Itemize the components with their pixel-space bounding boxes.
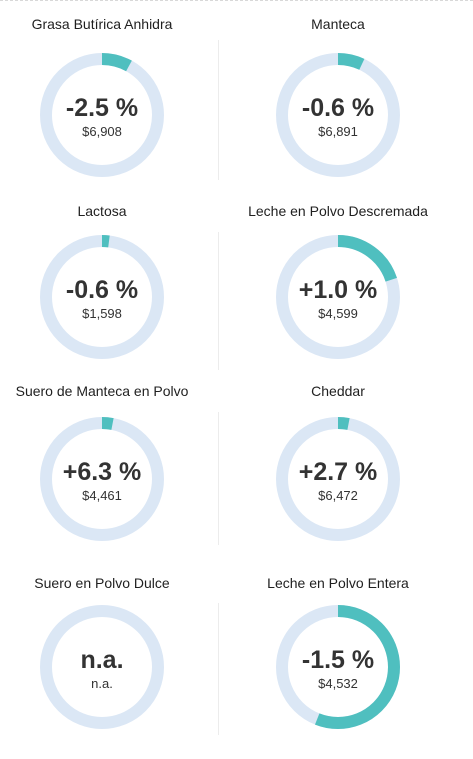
donut-chart: [276, 235, 400, 359]
donut-chart: [276, 417, 400, 541]
donut-progress-arc: [40, 53, 164, 177]
donut-progress-arc: [276, 235, 400, 359]
chart-title: Grasa Butírica Anhidra: [31, 16, 173, 32]
change-percent: +6.3 %: [62, 458, 142, 486]
chart-title: Suero en Polvo Dulce: [34, 575, 170, 591]
top-divider: [0, 0, 473, 1]
price-value: $4,461: [82, 488, 122, 503]
price-value: $1,598: [82, 306, 122, 321]
chart-title: Lactosa: [77, 203, 127, 219]
column-divider: [218, 412, 219, 545]
chart-title: Suero de Manteca en Polvo: [15, 383, 189, 399]
donut-progress-arc: [276, 417, 400, 541]
donut-progress-arc: [40, 417, 164, 541]
donut-chart: [40, 53, 164, 177]
price-value: $4,532: [318, 676, 358, 691]
change-percent: -2.5 %: [65, 94, 139, 122]
change-percent: +1.0 %: [298, 276, 378, 304]
donut-progress-arc: [40, 235, 164, 359]
donut-track: [40, 605, 164, 729]
column-divider: [218, 40, 219, 180]
donut-chart: [40, 417, 164, 541]
chart-title: Leche en Polvo Entera: [267, 575, 409, 591]
donut-chart: [40, 605, 164, 729]
donut-chart: [40, 235, 164, 359]
price-value: n.a.: [91, 676, 113, 691]
donut-progress-arc: [276, 605, 400, 729]
chart-title: Cheddar: [311, 383, 365, 399]
donut-chart: [276, 53, 400, 177]
change-percent: n.a.: [80, 646, 124, 674]
donut-progress-arc: [276, 53, 400, 177]
donut-chart: [276, 605, 400, 729]
price-value: $6,472: [318, 488, 358, 503]
change-percent: -0.6 %: [65, 276, 139, 304]
price-value: $6,908: [82, 124, 122, 139]
chart-title: Leche en Polvo Descremada: [248, 203, 428, 219]
change-percent: -0.6 %: [301, 94, 375, 122]
change-percent: -1.5 %: [301, 646, 375, 674]
price-value: $6,891: [318, 124, 358, 139]
column-divider: [218, 232, 219, 370]
change-percent: +2.7 %: [298, 458, 378, 486]
column-divider: [218, 603, 219, 735]
price-value: $4,599: [318, 306, 358, 321]
chart-title: Manteca: [311, 16, 365, 32]
